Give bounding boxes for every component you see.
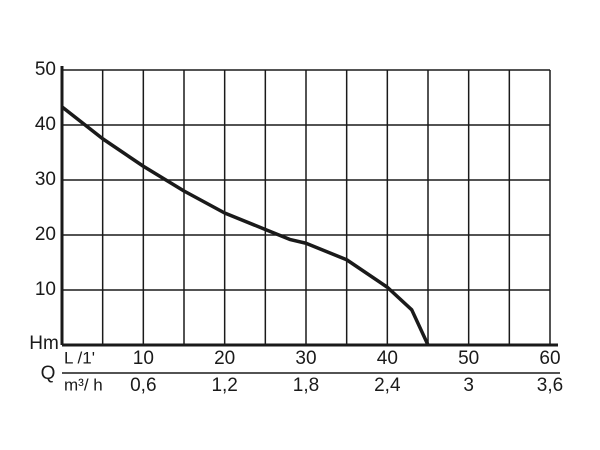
x-tick-label: 20: [214, 348, 235, 369]
x-unit: L /1': [64, 348, 95, 367]
x-tick-label: 60: [539, 348, 560, 369]
y-tick-label: 40: [35, 114, 56, 135]
y-tick-label: 50: [35, 59, 56, 80]
x2-tick-label: 3: [463, 375, 474, 396]
x2-unit: m³/ h: [64, 375, 103, 394]
x2-tick-label: 2,4: [374, 375, 401, 396]
y-tick-label: 10: [35, 279, 56, 300]
y-tick-label: 20: [35, 224, 56, 245]
x2-tick-label: 3,6: [537, 375, 563, 396]
x-tick-label: 30: [295, 348, 316, 369]
pump-curve: [60, 105, 430, 346]
x2-tick-label: 1,8: [293, 375, 319, 396]
x2-tick-label: 0,6: [130, 375, 156, 396]
x-tick-label: 10: [133, 348, 154, 369]
x-tick-label: 50: [458, 348, 479, 369]
x-axis-label: Q: [41, 363, 56, 384]
x-tick-label: 40: [377, 348, 398, 369]
y-axis-label: Hm: [29, 333, 59, 354]
y-tick-label: 30: [35, 169, 56, 190]
x2-tick-label: 1,2: [211, 375, 237, 396]
